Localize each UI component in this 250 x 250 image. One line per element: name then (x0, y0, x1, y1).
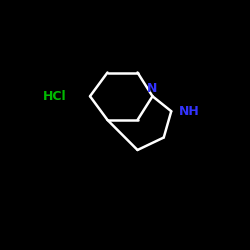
Text: NH: NH (179, 105, 200, 118)
Text: HCl: HCl (43, 90, 67, 103)
Text: N: N (147, 82, 158, 95)
